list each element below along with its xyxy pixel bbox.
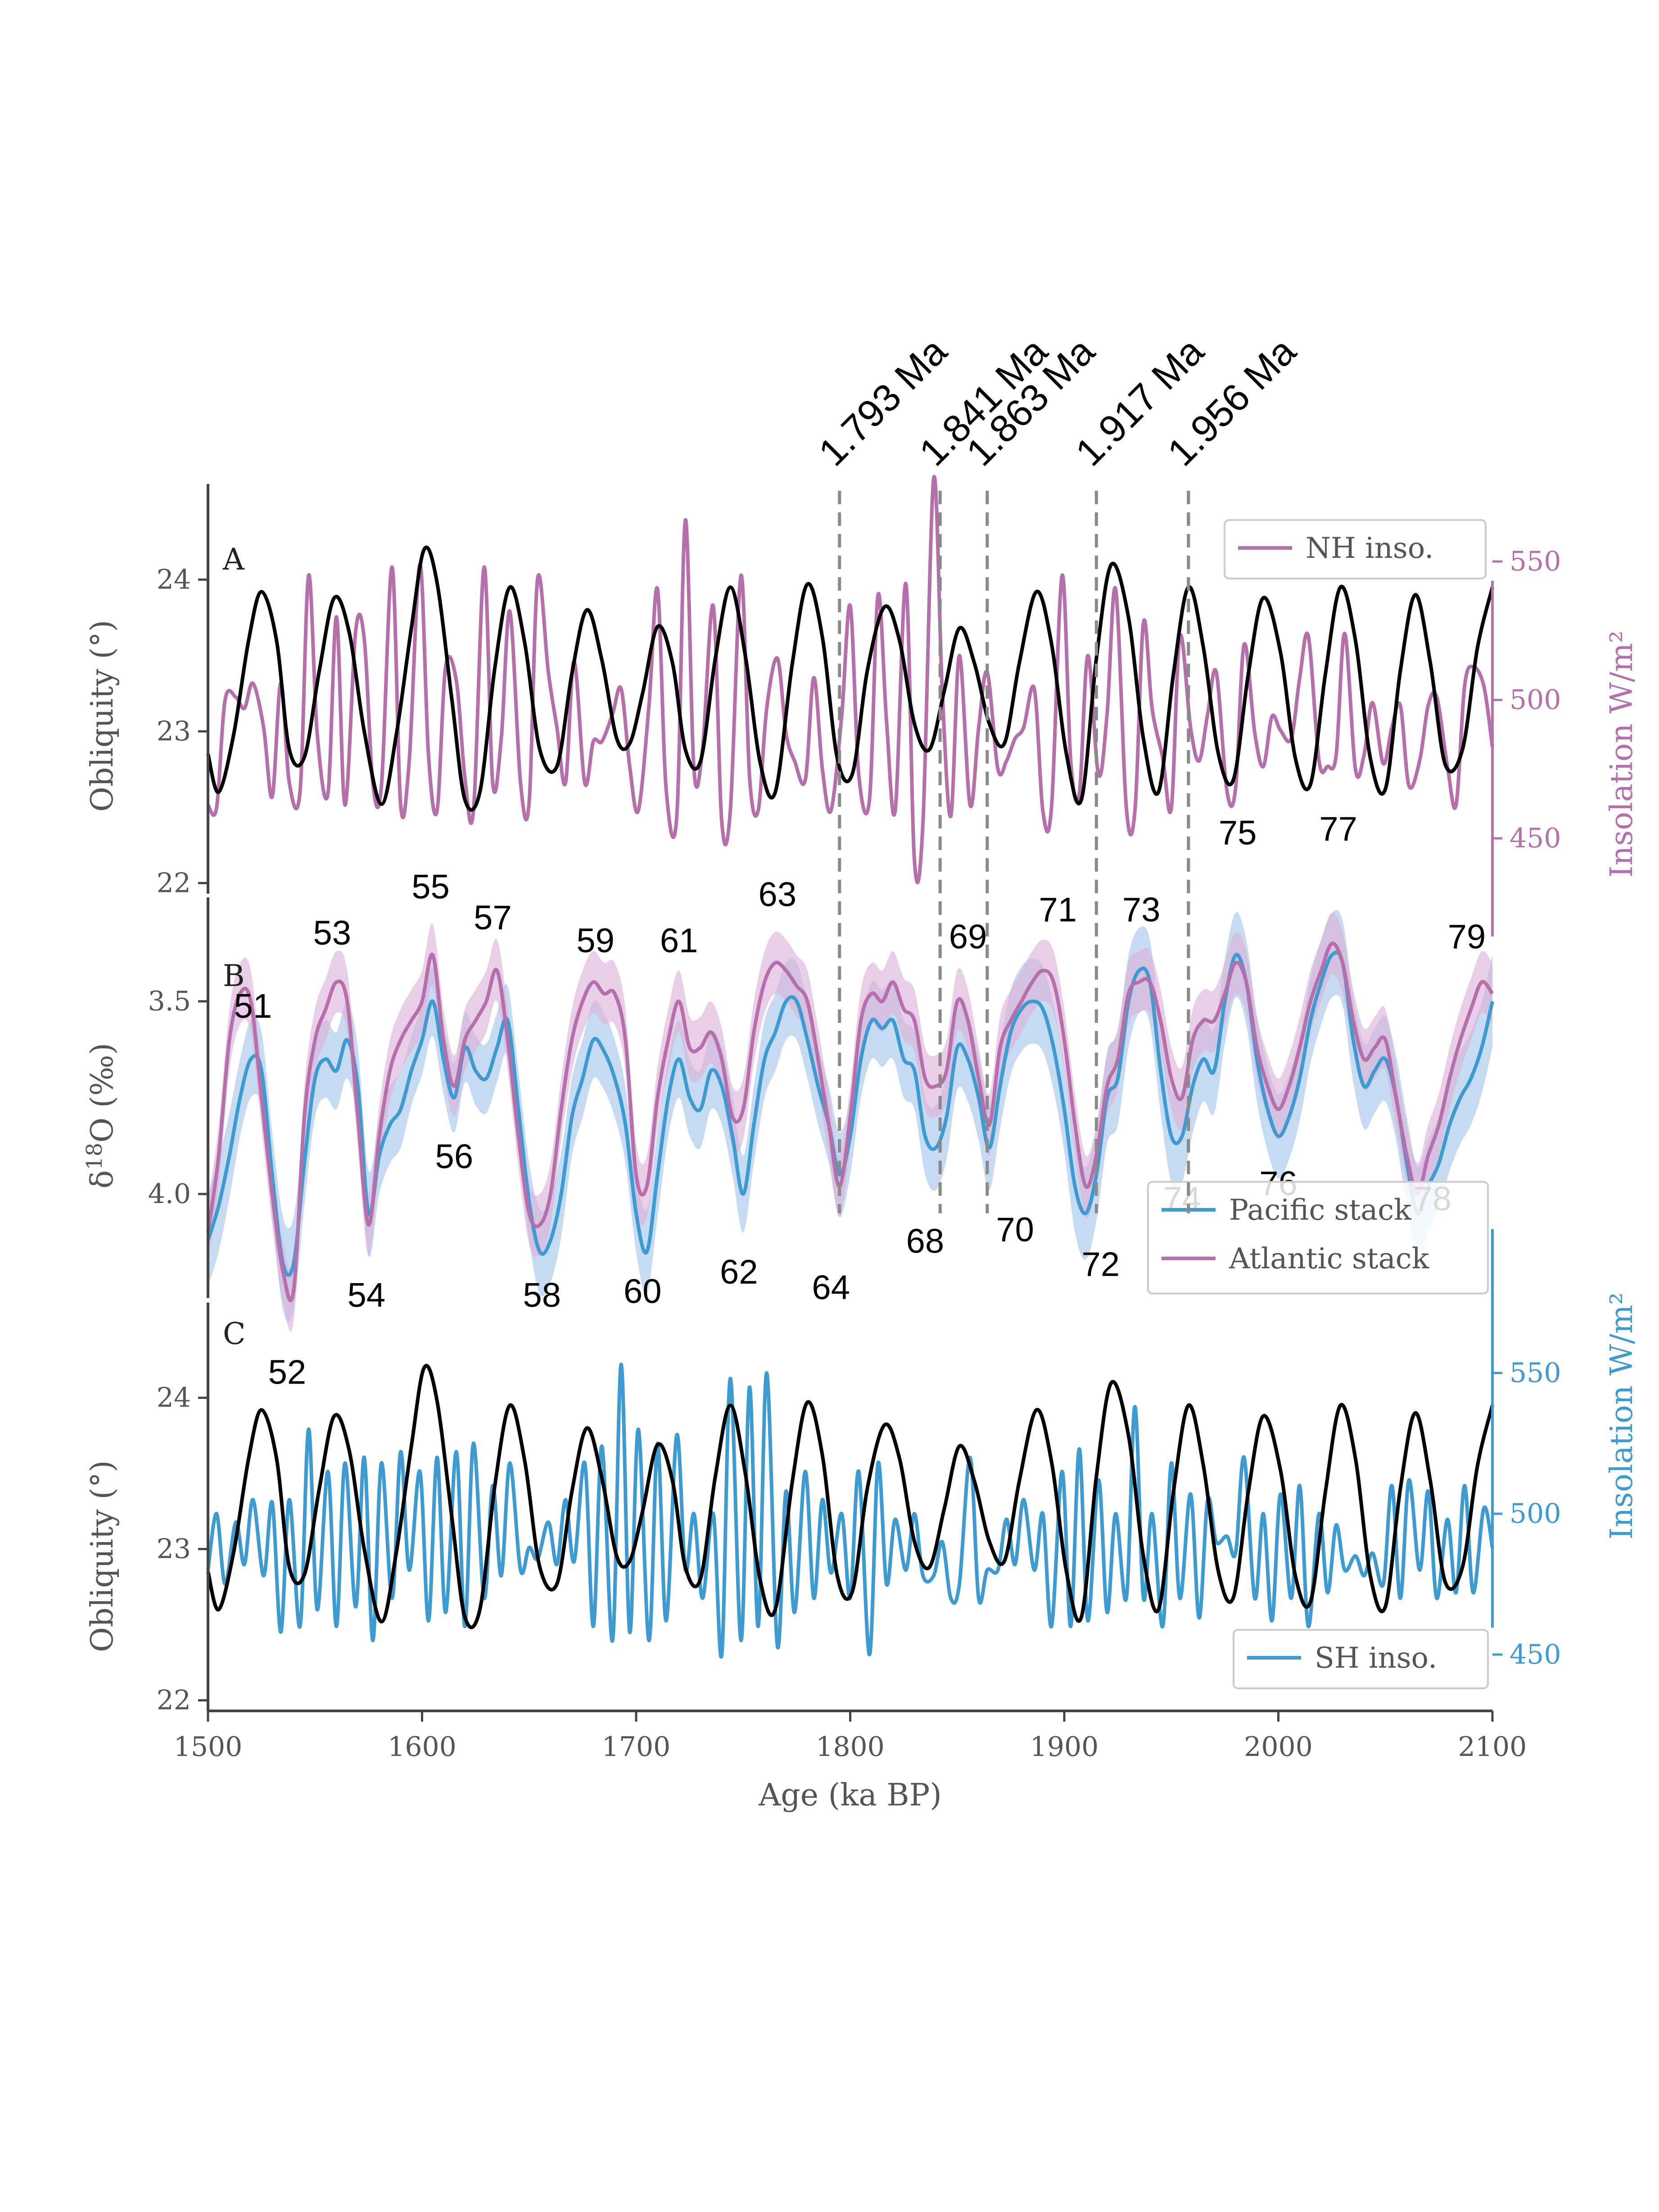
obliquity-line-c [206,1364,1494,1629]
x-axis-label: Age (ka BP) [758,1778,942,1813]
axis-b-left-tick-label: 3.5 [148,986,191,1017]
stage-label-52: 52 [268,1353,307,1392]
stage-label-72: 72 [1082,1245,1120,1284]
x-axis-tick-label: 1500 [174,1731,243,1763]
axis-c-left-tick-label: 23 [157,1533,191,1565]
obliquity-line-a [206,545,1494,812]
x-axis-tick-label: 1700 [602,1731,671,1763]
legend-a-label: NH inso. [1306,532,1433,565]
stage-label-62: 62 [720,1253,758,1291]
stage-label-61: 61 [660,922,698,960]
y2label-c: Insolation W/m² [1604,1293,1640,1540]
axis-a-left-tick-label: 23 [157,715,191,747]
panel-label-a: A [222,542,245,577]
x-axis-tick-label: 1600 [388,1731,457,1763]
stage-label-55: 55 [411,868,450,906]
stage-label-57: 57 [474,899,512,937]
stage-label-79: 79 [1448,918,1486,956]
stage-label-70: 70 [996,1211,1034,1249]
legend-c-frame [1233,1629,1489,1689]
axis-c-right-tick-label: 550 [1510,1357,1561,1389]
x-axis-tick-label: 1900 [1030,1731,1099,1763]
axis-c-right-tick-label: 450 [1510,1639,1561,1670]
sh-insolation-line [206,1362,1494,1659]
x-axis-tick-label: 1800 [816,1731,885,1763]
stage-label-63: 63 [759,875,797,914]
panel-c: 22 23 24 450 500 550 Obliquity (°) Insolation W… [85,1229,1640,1813]
ylabel-c: Obliquity (°) [85,1460,120,1652]
stage-label-69: 69 [949,918,987,956]
legend-b-label: Pacific stack [1229,1194,1412,1227]
panel-b: 3.5 4.0 δ18O (‰) B51 52 53 54 55 56 57 58 59 60 61 62 6… [82,810,1494,1392]
stage-label-56: 56 [435,1137,474,1176]
stage-label-54: 54 [348,1276,386,1314]
axis-a-right-tick-label: 500 [1510,684,1561,716]
axis-c-left-tick-label: 24 [157,1382,191,1414]
stage-label-53: 53 [313,914,352,952]
axis-a-right-tick-label: 450 [1510,823,1561,854]
panel-label-b: B [223,959,245,993]
stage-label-73: 73 [1122,891,1161,929]
axis-c-left-tick-label: 22 [157,1684,191,1716]
ylabel-a: Obliquity (°) [85,620,120,812]
stage-label-75: 75 [1219,814,1257,852]
legend-b-label: Atlantic stack [1229,1242,1430,1276]
atlantic-stack-line [206,941,1494,1303]
axis-a-right-tick-label: 550 [1510,546,1561,577]
pacific-stack-line [206,950,1494,1277]
axis-b-left-tick-label: 4.0 [148,1178,191,1210]
stage-label-71: 71 [1039,891,1077,929]
stage-label-51: 51 [234,987,272,1026]
legend-c-label: SH inso. [1315,1642,1437,1675]
x-axis-tick-label: 2100 [1458,1731,1527,1763]
panel-a: 22 23 24 450 500 550 Obliquity (°) Insolation W… [85,475,1640,936]
y2label-a: Insolation W/m² [1604,631,1640,878]
ylabel-b: δ18O (‰) [82,1043,120,1189]
axis-a-left-tick-label: 22 [157,867,191,899]
stage-label-77: 77 [1319,810,1357,848]
axis-c-right-tick-label: 500 [1510,1498,1561,1529]
x-axis-tick-label: 2000 [1244,1731,1313,1763]
stage-label-60: 60 [624,1272,662,1311]
legend-a-frame [1224,519,1487,579]
stage-label-58: 58 [523,1276,561,1314]
stage-label-59: 59 [576,922,615,960]
stage-label-68: 68 [906,1222,945,1261]
legend-b-frame [1147,1181,1489,1294]
axis-a-left-tick-label: 24 [157,564,191,595]
panel-label-c: C [223,1316,246,1351]
stage-label-64: 64 [812,1268,850,1307]
